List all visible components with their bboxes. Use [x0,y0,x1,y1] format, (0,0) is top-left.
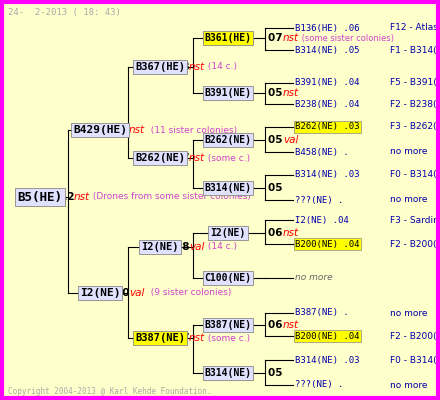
Text: B387(NE): B387(NE) [205,320,252,330]
Text: B262(NE): B262(NE) [135,153,185,163]
Text: 05: 05 [268,183,286,193]
Text: val: val [129,288,144,298]
Text: 05: 05 [268,135,286,145]
Text: 10: 10 [115,125,133,135]
Text: ???(NE) .: ???(NE) . [295,196,343,204]
Text: B314(NE): B314(NE) [205,368,252,378]
Text: (some sister colonies): (some sister colonies) [299,34,394,42]
Text: I2(NE): I2(NE) [80,288,120,298]
Text: 07: 07 [175,153,193,163]
Text: C100(NE): C100(NE) [205,273,252,283]
Text: Copyright 2004-2013 @ Karl Kehde Foundation.: Copyright 2004-2013 @ Karl Kehde Foundat… [8,388,212,396]
Text: (some c.): (some c.) [205,154,250,162]
Text: B361(HE): B361(HE) [205,33,252,43]
Text: I2(NE): I2(NE) [210,228,246,238]
Text: nst: nst [283,88,299,98]
Text: 06: 06 [268,228,286,238]
Text: (14 c.): (14 c.) [205,242,237,252]
Text: B136(HE) .06: B136(HE) .06 [295,24,359,32]
Text: no more: no more [390,308,428,318]
Text: 08: 08 [175,62,193,72]
Text: I2(NE) .04: I2(NE) .04 [295,216,349,224]
Text: 08: 08 [175,242,193,252]
Text: (some c.): (some c.) [205,334,250,342]
Text: val: val [283,135,298,145]
Text: F2 - B200(NE): F2 - B200(NE) [390,332,440,340]
Text: B387(NE): B387(NE) [135,333,185,343]
Text: I2(NE): I2(NE) [141,242,179,252]
Text: nst: nst [189,62,205,72]
Text: B262(NE): B262(NE) [205,135,252,145]
Text: 05: 05 [268,368,286,378]
Text: ???(NE) .: ???(NE) . [295,380,343,390]
Text: (Drones from some sister colonies): (Drones from some sister colonies) [90,192,251,202]
Text: B5(HE): B5(HE) [18,190,62,204]
Text: F3 - SardiniaQ: F3 - SardiniaQ [390,216,440,224]
Text: B314(NE): B314(NE) [205,183,252,193]
Text: B391(NE) .04: B391(NE) .04 [295,78,359,88]
Text: no more: no more [390,196,428,204]
Text: F12 - Atlas85R: F12 - Atlas85R [390,24,440,32]
Text: F3 - B262(NE): F3 - B262(NE) [390,122,440,132]
Text: F0 - B314(NE): F0 - B314(NE) [390,170,440,180]
Text: nst: nst [74,192,90,202]
Text: val: val [189,242,204,252]
Text: F1 - B314(NE): F1 - B314(NE) [390,46,440,54]
Text: F0 - B314(NE): F0 - B314(NE) [390,356,440,364]
Text: no more: no more [295,274,333,282]
Text: F5 - B391(NE): F5 - B391(NE) [390,78,440,88]
Text: (9 sister colonies): (9 sister colonies) [145,288,231,298]
Text: 07: 07 [268,33,286,43]
Text: (11 sister colonies): (11 sister colonies) [145,126,237,134]
Text: F2 - B238(NE): F2 - B238(NE) [390,100,440,108]
Text: B367(HE): B367(HE) [135,62,185,72]
Text: (14 c.): (14 c.) [205,62,237,72]
Text: B238(NE) .04: B238(NE) .04 [295,100,359,108]
Text: 24-  2-2013 ( 18: 43): 24- 2-2013 ( 18: 43) [8,8,121,18]
Text: 07: 07 [175,333,193,343]
Text: 06: 06 [268,320,286,330]
Text: F2 - B200(NE): F2 - B200(NE) [390,240,440,248]
Text: B387(NE) .: B387(NE) . [295,308,349,318]
Text: nst: nst [189,333,205,343]
Text: B200(NE) .04: B200(NE) .04 [295,240,359,248]
Text: B314(NE) .03: B314(NE) .03 [295,170,359,180]
Text: B391(NE): B391(NE) [205,88,252,98]
Text: B458(NE) .: B458(NE) . [295,148,349,156]
Text: 05: 05 [268,88,286,98]
Text: 12: 12 [60,192,78,202]
Text: nst: nst [283,320,299,330]
Text: no more: no more [390,380,428,390]
Text: nst: nst [283,33,299,43]
Text: 10: 10 [115,288,133,298]
Text: B429(HE): B429(HE) [73,125,127,135]
Text: B200(NE) .04: B200(NE) .04 [295,332,359,340]
Text: nst: nst [129,125,145,135]
Text: no more: no more [390,148,428,156]
Text: nst: nst [189,153,205,163]
Text: B314(NE) .03: B314(NE) .03 [295,356,359,364]
Text: B314(NE) .05: B314(NE) .05 [295,46,359,54]
Text: B262(NE) .03: B262(NE) .03 [295,122,359,132]
Text: nst: nst [283,228,299,238]
